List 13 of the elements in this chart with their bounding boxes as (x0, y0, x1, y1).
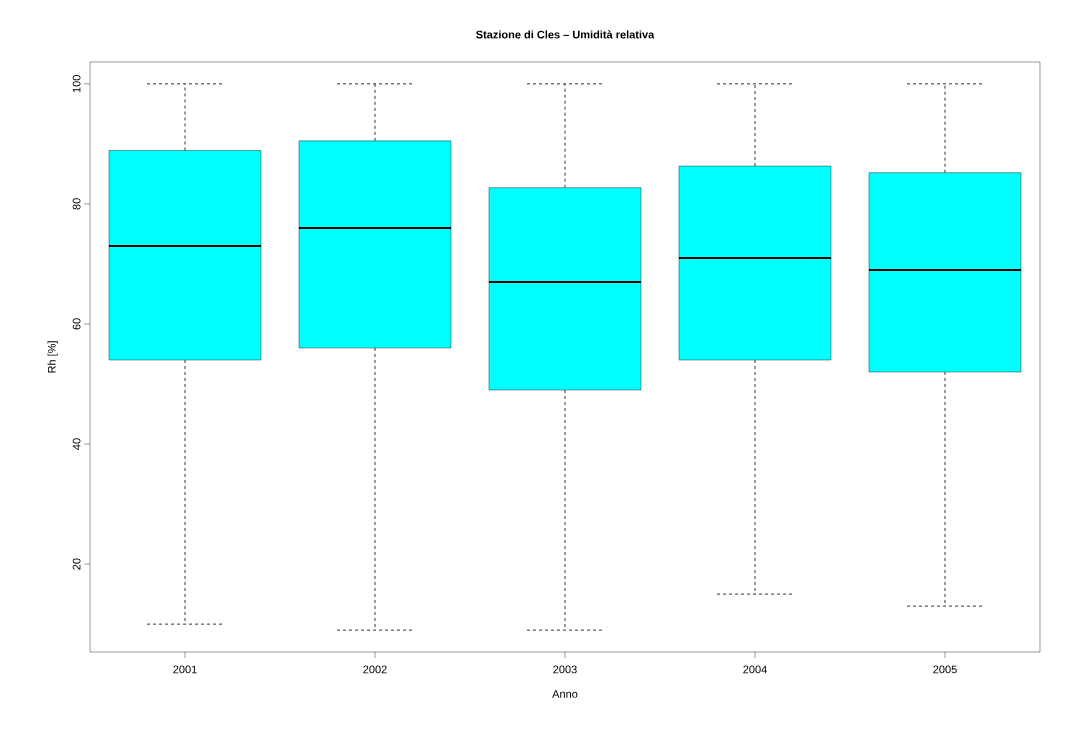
x-tick-label: 2002 (363, 665, 387, 674)
y-tick-label: 20 (72, 558, 81, 570)
y-tick-label: 100 (72, 75, 81, 93)
x-tick-label: 2005 (933, 665, 957, 674)
x-tick-label: 2004 (743, 665, 767, 674)
x-tick-label: 2003 (553, 665, 577, 674)
y-axis-title: Rh [%] (47, 341, 58, 373)
chart-title: Stazione di Cles – Umidità relativa (476, 30, 655, 39)
y-tick-label: 40 (72, 438, 81, 450)
x-tick-label: 2001 (173, 665, 197, 674)
y-tick-label: 60 (72, 318, 81, 330)
x-axis-title: Anno (552, 690, 578, 698)
y-tick-label: 80 (72, 198, 81, 210)
